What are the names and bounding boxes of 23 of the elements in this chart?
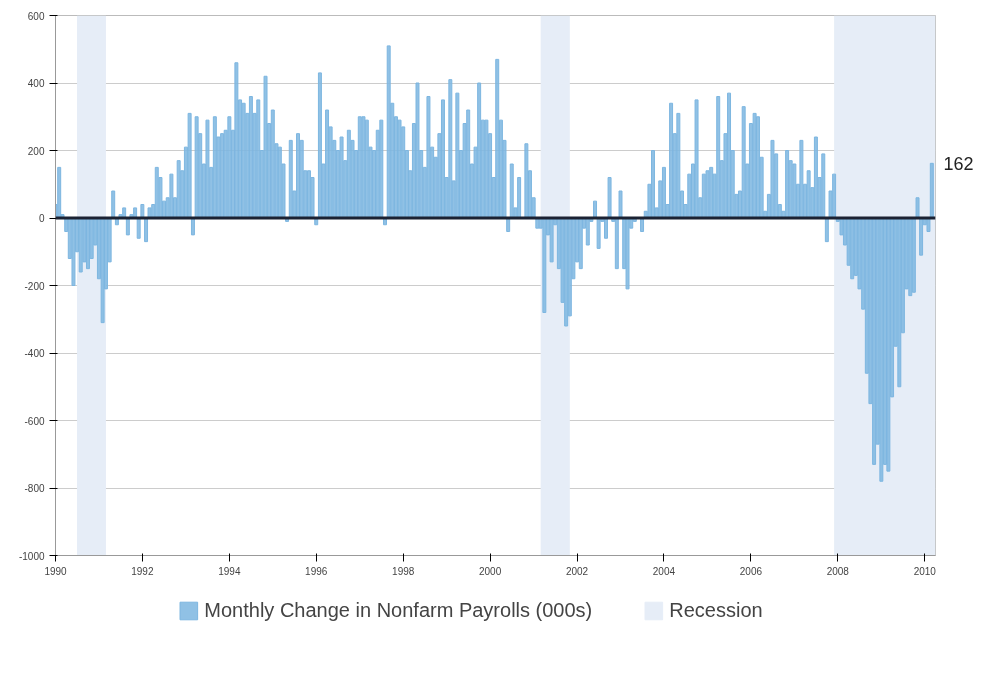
x-tick-label: 2010 — [913, 565, 937, 577]
x-tick-label: 1992 — [131, 565, 154, 577]
y-tick-label: -1000 — [18, 550, 45, 562]
y-tick-label: 200 — [27, 145, 45, 157]
x-tick-label: 2008 — [826, 565, 850, 577]
x-tick-label: 1996 — [305, 565, 328, 577]
legend-label: Recession — [669, 598, 763, 622]
y-tick-label: -400 — [24, 348, 45, 359]
annotation: 162 — [943, 153, 974, 174]
y-tick-label: -600 — [24, 415, 45, 427]
legend-label: Monthly Change in Nonfarm Payrolls (000s) — [204, 598, 593, 622]
y-tick-label: 0 — [38, 213, 45, 224]
y-tick-label: 400 — [27, 78, 45, 89]
x-tick-label: 1994 — [218, 565, 241, 577]
y-tick-label: -200 — [24, 280, 45, 292]
x-tick-label: 2006 — [739, 565, 763, 577]
y-tick-label: -800 — [24, 483, 45, 494]
x-tick-label: 2004 — [652, 565, 676, 577]
x-tick-label: 2002 — [565, 565, 589, 577]
x-tick-label: 1998 — [392, 565, 415, 577]
x-tick-label: 1990 — [44, 565, 68, 577]
y-tick-label: 600 — [27, 10, 45, 22]
x-tick-label: 2000 — [478, 565, 502, 577]
